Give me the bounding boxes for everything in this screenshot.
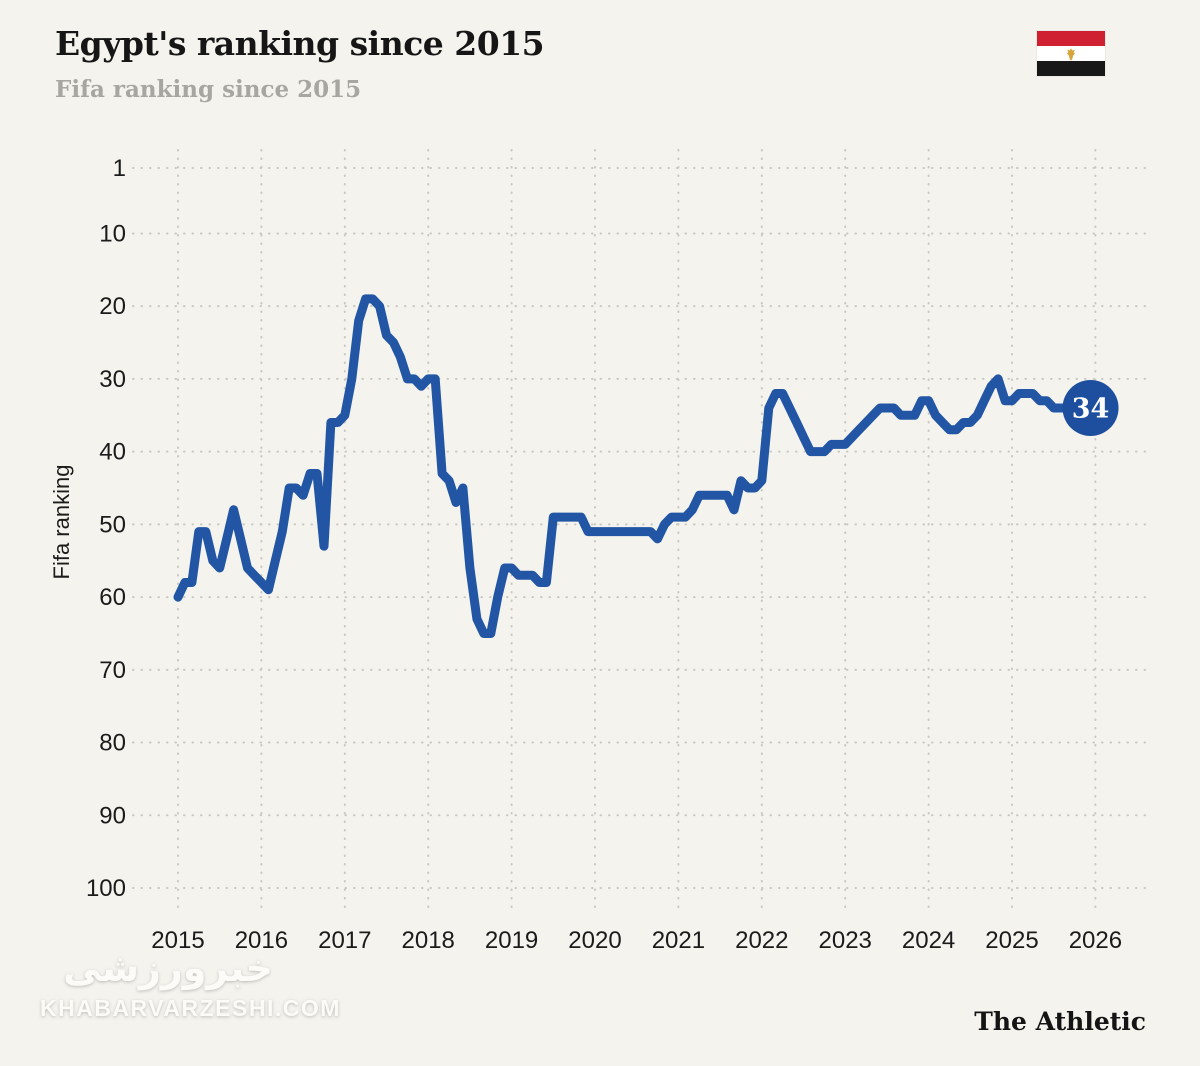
flag-stripe-red: [1037, 31, 1105, 46]
x-tick-label: 2015: [151, 927, 204, 954]
x-tick-label: 2017: [318, 927, 371, 954]
x-tick-label: 2023: [819, 927, 872, 954]
y-tick-label: 10: [99, 220, 126, 247]
current-rank-badge: [1062, 380, 1119, 436]
y-tick-label: 30: [99, 366, 126, 393]
x-tick-label: 2025: [985, 927, 1038, 954]
x-tick-label: 2018: [402, 927, 455, 954]
flag-stripe-white: [1037, 46, 1105, 61]
egypt-flag-icon: [1037, 31, 1105, 76]
page-title: Egypt's ranking since 2015: [55, 24, 545, 63]
y-tick-label: 90: [99, 802, 126, 829]
y-tick-label: 20: [99, 293, 126, 320]
page-subtitle: Fifa ranking since 2015: [55, 76, 362, 103]
y-tick-label: 80: [99, 730, 126, 757]
flag-stripe-black: [1037, 61, 1105, 76]
ranking-line: [173, 294, 1080, 638]
y-tick-label: 100: [86, 875, 126, 902]
x-tick-label: 2026: [1069, 927, 1122, 954]
credit-the-athletic: The Athletic: [974, 1007, 1146, 1036]
x-tick-label: 2020: [568, 927, 621, 954]
y-tick-label: 50: [99, 511, 126, 538]
current-rank-value: 34: [1072, 394, 1110, 425]
y-tick-label: 40: [99, 439, 126, 466]
x-tick-label: 2016: [235, 927, 288, 954]
eagle-of-saladin-icon: [1066, 47, 1076, 60]
x-tick-label: 2019: [485, 927, 538, 954]
x-tick-label: 2021: [652, 927, 705, 954]
y-tick-label: 60: [99, 584, 126, 611]
y-tick-label: 70: [99, 657, 126, 684]
x-tick-label: 2022: [735, 927, 788, 954]
y-tick-label: 1: [113, 155, 126, 182]
x-tick-label: 2024: [902, 927, 955, 954]
